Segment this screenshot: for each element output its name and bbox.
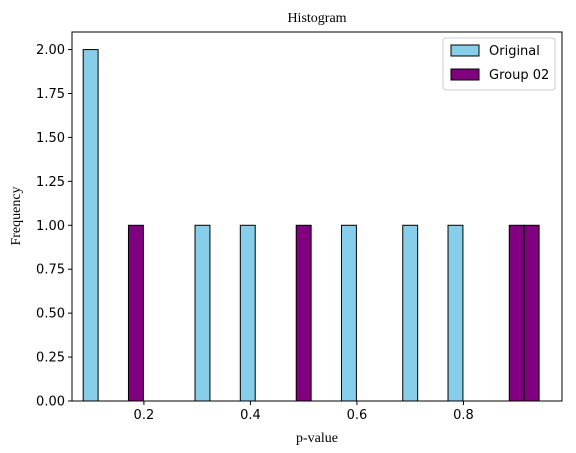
histogram-bar-original-0 xyxy=(82,49,99,402)
histogram-bar-original-5 xyxy=(447,224,464,402)
plot-frame xyxy=(71,31,563,402)
x-tick-label: 0.2 xyxy=(134,408,155,423)
y-tick-label: 1.75 xyxy=(36,87,65,102)
y-tick-label: 0.50 xyxy=(36,307,65,322)
chart-title: Histogram xyxy=(287,11,346,26)
histogram-bar-original-1 xyxy=(194,224,211,402)
histogram-bar-group-02-3 xyxy=(523,224,540,402)
y-tick-label: 1.25 xyxy=(36,175,65,190)
legend-swatch-1 xyxy=(450,68,480,81)
y-tick-label: 0.75 xyxy=(36,263,65,278)
x-tick-label: 0.4 xyxy=(240,408,261,423)
histogram-bar-original-3 xyxy=(341,224,357,402)
legend: Original Group 02 xyxy=(442,37,556,91)
legend-label-0: Original xyxy=(489,44,540,59)
histogram-bar-original-4 xyxy=(402,224,419,402)
y-axis: 0.00 0.25 0.50 0.75 1.00 1.25 1.50 1.75 2.00 xyxy=(36,43,72,410)
y-tick-label: 1.50 xyxy=(36,131,65,146)
histogram-bar-group-02-1 xyxy=(295,224,312,402)
x-axis: 0.2 0.4 0.6 0.8 xyxy=(134,401,474,423)
x-tick-label: 0.8 xyxy=(453,408,474,423)
x-tick-label: 0.6 xyxy=(347,408,368,423)
y-tick-label: 2.00 xyxy=(36,43,65,58)
y-axis-title: Frequency xyxy=(9,186,24,245)
y-tick-label: 0.00 xyxy=(36,395,65,410)
histogram-bar-original-2 xyxy=(239,224,256,402)
x-axis-title: p-value xyxy=(296,431,338,446)
legend-label-1: Group 02 xyxy=(489,68,549,83)
legend-swatch-0 xyxy=(450,44,480,57)
bars-layer xyxy=(82,49,540,402)
y-tick-label: 0.25 xyxy=(36,351,65,366)
y-tick-label: 1.00 xyxy=(36,219,65,234)
histogram-bar-group-02-2 xyxy=(508,224,525,402)
histogram-bar-group-02-0 xyxy=(127,224,144,402)
